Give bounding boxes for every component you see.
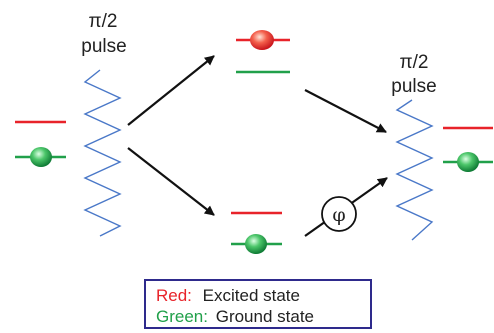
arrow-merge-upper (304, 89, 387, 133)
legend-ground-label: Ground state (215, 307, 314, 326)
legend-row-ground: Green: Ground state (156, 306, 370, 327)
arrow-split-lower (127, 147, 215, 216)
bottom-ground-atom (245, 234, 267, 254)
legend-red-key: Red: (156, 286, 192, 305)
left-pulse-wave (83, 69, 122, 237)
top-excited-atom (250, 30, 274, 50)
right-pulse-wave (395, 99, 434, 241)
phase-symbol: φ (332, 204, 345, 226)
legend-green-key: Green: (156, 307, 208, 326)
right-pulse-word: pulse (391, 76, 436, 97)
legend-row-excited: Red: Excited state (156, 285, 370, 306)
left-ground-atom (30, 147, 52, 167)
left-pulse-symbol: π/2 (89, 11, 118, 32)
legend-excited-label: Excited state (202, 286, 300, 305)
legend-box: Red: Excited state Green: Ground state (144, 279, 372, 329)
right-pulse-symbol: π/2 (400, 52, 429, 73)
phase-shift-circle (321, 196, 357, 232)
right-ground-atom (457, 152, 479, 172)
arrow-split-upper (127, 55, 215, 126)
left-pulse-word: pulse (81, 36, 126, 57)
